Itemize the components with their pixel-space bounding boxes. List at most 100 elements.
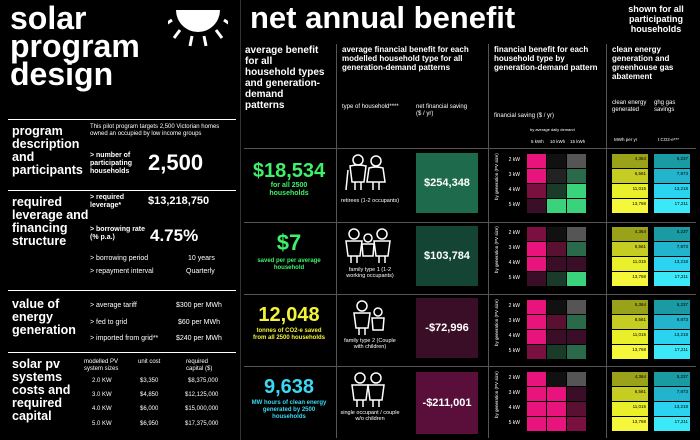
tariff-label: > average tariff bbox=[90, 302, 137, 309]
heat-cell bbox=[527, 372, 546, 386]
clean-energy-value: 11,015 bbox=[612, 402, 648, 416]
program-title: solar program design bbox=[10, 2, 140, 92]
participants-description: This pilot program targets 2,500 Victori… bbox=[90, 124, 220, 137]
clean-energy-value: 6,561 bbox=[612, 169, 648, 183]
heat-cell bbox=[567, 154, 586, 168]
fed-value: $60 per MWh bbox=[178, 319, 221, 326]
sun-icon bbox=[168, 10, 228, 47]
ghg-savings-value: 17,211 bbox=[654, 345, 690, 359]
heat-cell bbox=[547, 184, 566, 198]
generation-label-2: by generation (PV size) bbox=[494, 299, 499, 346]
heat-cell bbox=[527, 184, 546, 198]
heat-cell bbox=[547, 300, 566, 314]
clean-energy-value: 13,768 bbox=[612, 345, 648, 359]
cost-unit-0: $3,350 bbox=[140, 378, 159, 384]
col3-subheader: financial saving ($ / yr) bbox=[494, 113, 555, 119]
net-benefit-title: net annual benefit bbox=[250, 0, 516, 35]
ghg-savings-value: 5,237 bbox=[654, 154, 690, 168]
tariff-value: $300 per MWh bbox=[176, 302, 222, 309]
clean-energy-value: 11,015 bbox=[612, 184, 648, 198]
title-line-3: design bbox=[10, 56, 114, 92]
pv-size-label: 4 kW bbox=[508, 405, 520, 411]
pv-size-label: 4 kW bbox=[508, 187, 520, 193]
costs-header-capital: required capital ($) bbox=[186, 359, 213, 372]
big-number-3: 9,638 bbox=[263, 376, 315, 398]
fed-label: > fed to grid bbox=[90, 319, 128, 326]
heat-cell bbox=[567, 330, 586, 344]
household-2: family type 2 (Couple with children) bbox=[344, 338, 396, 350]
clean-energy-value: 8,561 bbox=[612, 315, 648, 329]
clean-energy-value: 13,768 bbox=[612, 199, 648, 213]
heat-cell bbox=[547, 330, 566, 344]
ghg-savings-value: 13,218 bbox=[654, 184, 690, 198]
heat-cell bbox=[527, 387, 546, 401]
big-number-0: $18,534 bbox=[252, 160, 326, 182]
col2-heading: average financial benefit for each model… bbox=[342, 45, 469, 72]
retirees-icon bbox=[345, 154, 386, 191]
heat-cell bbox=[527, 315, 546, 329]
single-occupant-icon bbox=[351, 372, 385, 407]
demand-col-15: 15 kWh bbox=[570, 139, 586, 144]
cost-size-0: 2.0 KW bbox=[92, 378, 112, 384]
ghg-savings-header: ghg gas savings bbox=[654, 100, 676, 113]
generation-label-3: by generation (PV size) bbox=[494, 371, 499, 418]
cost-size-1: 3.0 KW bbox=[92, 392, 112, 398]
heat-cell bbox=[567, 315, 586, 329]
big-number-2: 12,048 bbox=[258, 304, 320, 326]
heat-cell bbox=[567, 300, 586, 314]
heat-cell bbox=[527, 242, 546, 256]
leverage-value: $13,218,750 bbox=[148, 195, 210, 207]
ghg-savings-value: 6,237 bbox=[654, 300, 690, 314]
heat-cell bbox=[547, 345, 566, 359]
pv-size-label: 4 kW bbox=[508, 333, 520, 339]
participants-heading: program description and participants bbox=[12, 124, 83, 177]
costs-header-size: modelled PV system sizes bbox=[84, 359, 119, 372]
heat-cell bbox=[527, 227, 546, 241]
ghg-savings-value: 17,211 bbox=[654, 199, 690, 213]
rate-label: > borrowing rate (% p.a.) bbox=[90, 226, 146, 241]
clean-energy-value: 5,364 bbox=[612, 300, 648, 314]
heat-cell bbox=[567, 272, 586, 286]
rate-value: 4.75% bbox=[150, 226, 199, 245]
cost-capital-1: $12,125,000 bbox=[185, 392, 219, 398]
family-type-1-icon bbox=[345, 228, 391, 263]
ghg-savings-value: 7,873 bbox=[654, 242, 690, 256]
heat-cell bbox=[547, 199, 566, 213]
heat-cell bbox=[527, 402, 546, 416]
period-value: 10 years bbox=[188, 255, 215, 262]
heat-cell bbox=[567, 242, 586, 256]
ghg-savings-value: 13,218 bbox=[654, 257, 690, 271]
heat-cell bbox=[567, 402, 586, 416]
heat-cell bbox=[527, 345, 546, 359]
heat-cell bbox=[567, 227, 586, 241]
cost-capital-3: $17,375,000 bbox=[185, 421, 219, 427]
ghg-savings-value: 7,873 bbox=[654, 169, 690, 183]
big-caption-3: MW hours of clean energy generated by 25… bbox=[251, 400, 327, 420]
col3-heading: financial benefit for each household typ… bbox=[494, 45, 598, 72]
col4-heading: clean energy generation and greenhouse g… bbox=[612, 45, 674, 81]
title-line-2: program bbox=[10, 28, 140, 64]
heat-cell bbox=[567, 372, 586, 386]
heat-cell bbox=[547, 154, 566, 168]
heat-cell bbox=[567, 345, 586, 359]
pv-size-label: 2 kW bbox=[508, 230, 520, 236]
pv-size-label: 3 kW bbox=[508, 318, 520, 324]
participants-value: 2,500 bbox=[148, 150, 204, 175]
heat-cell bbox=[567, 417, 586, 431]
costs-header-unit: unit cost bbox=[138, 359, 161, 365]
clean-energy-value: 4,364 bbox=[612, 227, 648, 241]
clean-energy-value: 4,364 bbox=[612, 154, 648, 168]
heat-cell bbox=[527, 330, 546, 344]
period-label: > borrowing period bbox=[90, 255, 149, 262]
ghg-savings-value: 7,873 bbox=[654, 387, 690, 401]
demand-col-10: 10 kWh bbox=[550, 139, 566, 144]
clean-energy-value: 11,015 bbox=[612, 330, 648, 344]
heat-cell bbox=[527, 169, 546, 183]
heat-cell bbox=[547, 257, 566, 271]
big-caption-1: saved per per average household bbox=[257, 258, 321, 271]
heat-cell bbox=[527, 257, 546, 271]
saving-box-0: $254,348 bbox=[416, 153, 478, 213]
pv-size-label: 5 kW bbox=[508, 202, 520, 208]
leverage-heading: required leverage and financing structur… bbox=[12, 195, 89, 248]
ghg-savings-value: 17,211 bbox=[654, 272, 690, 286]
